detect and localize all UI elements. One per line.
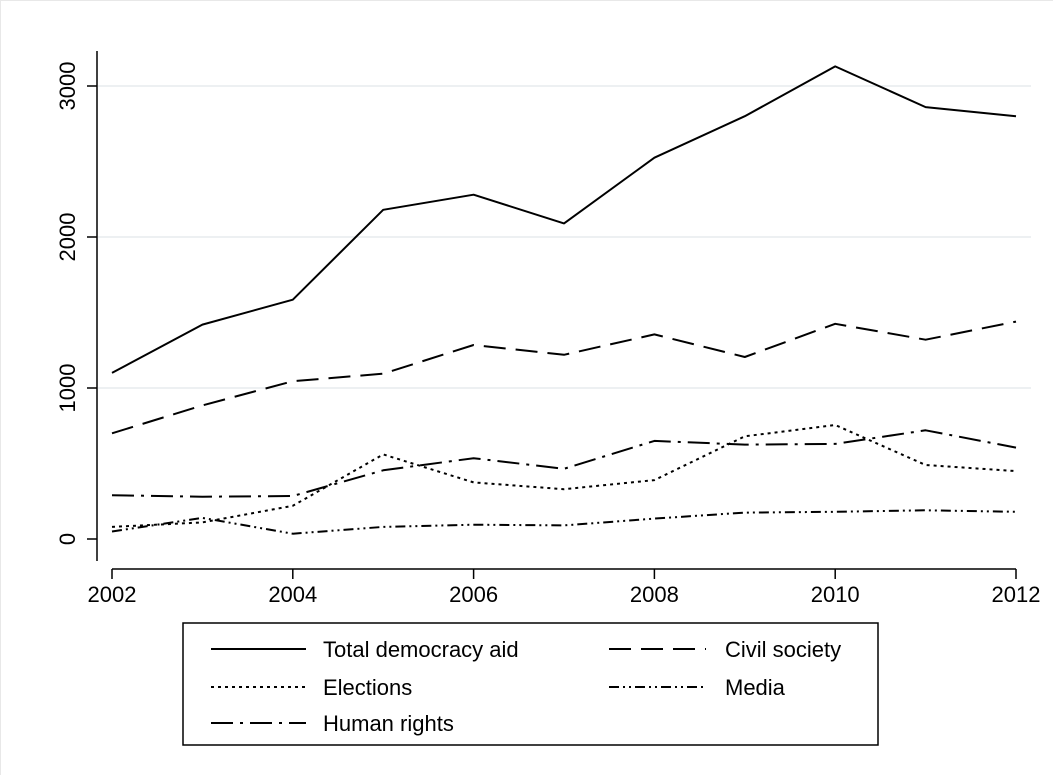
x-tick-label-2012: 2012 [992,582,1041,607]
grid-lines [98,85,1031,389]
legend-label-media: Media [725,675,786,700]
series-line-media [111,509,1017,535]
x-tick-label-2008: 2008 [630,582,679,607]
axes: 0 1000 2000 3000 2002 2004 2006 2008 2010 2012 [55,51,1040,607]
legend-box [182,622,879,746]
series-lines [111,65,1017,535]
legend-label-human-rights: Human rights [323,711,454,736]
x-tick-label-2004: 2004 [268,582,317,607]
x-tick-label-2010: 2010 [811,582,860,607]
legend-label-total-democracy-aid: Total democracy aid [323,637,519,662]
y-tick-label-3000: 3000 [55,62,80,111]
series-line-total-democracy-aid [111,65,1017,374]
legend-label-elections: Elections [323,675,412,700]
legend-label-civil-society: Civil society [725,637,841,662]
x-tick-label-2002: 2002 [88,582,137,607]
legend: Total democracy aid Civil society Election… [182,622,879,746]
series-line-elections [111,424,1017,528]
series-line-human-rights [111,429,1017,498]
y-tick-label-0: 0 [55,533,80,545]
y-tick-label-2000: 2000 [55,213,80,262]
y-tick-label-1000: 1000 [55,364,80,413]
x-tick-label-2006: 2006 [449,582,498,607]
series-line-civil-society [111,320,1017,435]
